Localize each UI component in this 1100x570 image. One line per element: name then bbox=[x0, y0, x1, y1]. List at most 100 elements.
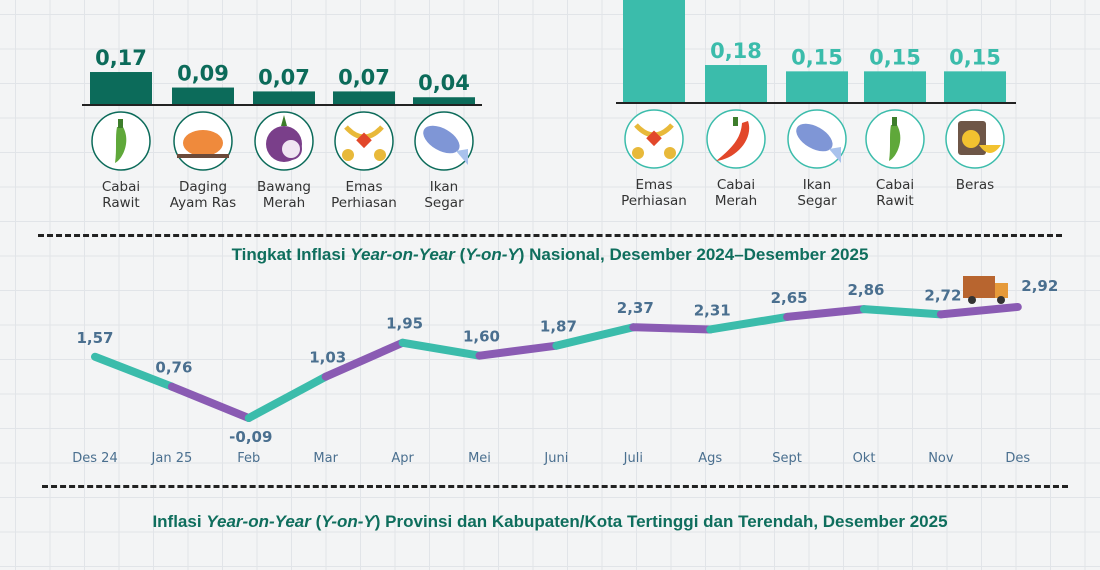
x-tick-label: Nov bbox=[928, 451, 954, 466]
title-part: Year-on-Year bbox=[350, 245, 455, 264]
shallot-icon bbox=[254, 111, 314, 171]
category-label: Merah bbox=[715, 193, 757, 209]
green-chili-icon bbox=[91, 111, 151, 171]
chicken-body bbox=[183, 130, 223, 156]
rice-label bbox=[962, 130, 980, 148]
category-label: Perhiasan bbox=[621, 193, 687, 209]
fish-icon bbox=[787, 109, 847, 169]
truck-box bbox=[963, 276, 995, 298]
line-segment bbox=[398, 338, 484, 360]
category-label: Ikan bbox=[803, 177, 831, 193]
x-tick-label: Feb bbox=[237, 451, 260, 466]
chili-shape bbox=[115, 127, 127, 163]
category-label: Daging bbox=[179, 179, 227, 195]
category-label: Emas bbox=[346, 179, 383, 195]
x-tick-label: Mar bbox=[313, 451, 338, 466]
line-segment bbox=[552, 323, 638, 350]
category-label: Cabai bbox=[876, 177, 914, 193]
bar bbox=[623, 0, 685, 103]
category-label: Beras bbox=[956, 177, 994, 193]
bar bbox=[90, 72, 152, 105]
bar bbox=[172, 87, 234, 105]
x-tick-label: Des 24 bbox=[72, 451, 117, 466]
chili-stem bbox=[892, 117, 897, 126]
category-label: Perhiasan bbox=[331, 195, 397, 211]
category-label: Emas bbox=[636, 177, 673, 193]
bar bbox=[253, 91, 315, 105]
rice-icon bbox=[945, 109, 1005, 169]
category-label: Cabai bbox=[102, 179, 140, 195]
x-tick-label: Juni bbox=[543, 451, 568, 466]
gold-jewelry-icon bbox=[334, 111, 394, 171]
gold-jewelry-icon bbox=[624, 109, 684, 169]
bar bbox=[864, 71, 926, 103]
title-part: ( bbox=[454, 245, 466, 264]
bar-value-label: 0,15 bbox=[791, 45, 843, 69]
x-tick-label: Juli bbox=[623, 451, 643, 466]
pendant bbox=[646, 130, 662, 147]
fish-body bbox=[423, 125, 460, 154]
bar-value-label: 0,15 bbox=[869, 45, 921, 69]
category-label: Segar bbox=[424, 195, 464, 211]
line-segment bbox=[321, 338, 407, 381]
x-tick-label: Sept bbox=[772, 451, 802, 466]
title-part: Tingkat Inflasi bbox=[231, 245, 351, 264]
x-tick-label: Okt bbox=[853, 451, 876, 466]
fish-tail bbox=[456, 149, 468, 165]
truck-wheel bbox=[968, 296, 976, 304]
truck-wheel bbox=[997, 296, 1005, 304]
fish-icon bbox=[414, 111, 474, 171]
title-part: Year-on-Year bbox=[206, 512, 311, 531]
earring bbox=[664, 147, 676, 159]
line-segment bbox=[783, 305, 868, 321]
category-label: Segar bbox=[797, 193, 837, 209]
line-segment bbox=[91, 352, 176, 391]
data-label: 1,87 bbox=[540, 318, 577, 336]
bar bbox=[786, 71, 848, 103]
chili-shape bbox=[889, 125, 901, 161]
category-label: Merah bbox=[263, 195, 305, 211]
data-label: 2,92 bbox=[1021, 277, 1058, 295]
x-tick-label: Apr bbox=[391, 451, 414, 466]
chili-stem bbox=[733, 117, 738, 126]
data-label: 2,86 bbox=[847, 281, 884, 299]
title-part: Y-on-Y bbox=[321, 512, 375, 531]
data-label: 2,31 bbox=[694, 301, 731, 319]
chili-shape bbox=[716, 121, 750, 161]
category-label: Bawang bbox=[257, 179, 311, 195]
onion-leaf bbox=[281, 115, 287, 126]
line-segment bbox=[936, 302, 1022, 319]
fish-body bbox=[796, 123, 833, 152]
chili-stem bbox=[118, 119, 123, 128]
category-label: Cabai bbox=[717, 177, 755, 193]
red-chili-icon bbox=[706, 109, 766, 169]
data-label: 1,95 bbox=[386, 315, 423, 333]
data-label: 1,03 bbox=[309, 349, 346, 367]
rice-bowl bbox=[979, 145, 1001, 153]
divider bbox=[38, 234, 1062, 237]
pendant bbox=[356, 132, 372, 149]
truck-cab bbox=[995, 283, 1008, 298]
line-segment bbox=[244, 372, 330, 423]
line-segment bbox=[167, 382, 253, 423]
data-label: 2,72 bbox=[924, 286, 961, 304]
bottom-section-title: Inflasi Year-on-Year (Y-on-Y) Provinsi d… bbox=[0, 512, 1100, 532]
data-label: 1,60 bbox=[463, 328, 500, 346]
title-part: ) Nasional, Desember 2024–Desember 2025 bbox=[518, 245, 869, 264]
delivery-truck-icon bbox=[963, 276, 1008, 304]
line-segment bbox=[860, 305, 945, 319]
bar bbox=[413, 97, 475, 105]
title-part: Inflasi bbox=[152, 512, 207, 531]
data-label: 2,37 bbox=[617, 299, 654, 317]
bar-value-label: 0,09 bbox=[177, 62, 229, 86]
bar-value-label: 0,04 bbox=[418, 71, 470, 95]
green-chili-icon bbox=[865, 109, 925, 169]
data-label: -0,09 bbox=[229, 428, 272, 446]
x-tick-label: Mei bbox=[468, 451, 491, 466]
data-label: 0,76 bbox=[155, 359, 192, 377]
title-part: Y-on-Y bbox=[465, 245, 519, 264]
bar bbox=[705, 65, 767, 103]
bar bbox=[944, 71, 1006, 103]
bar-value-label: 0,07 bbox=[338, 65, 390, 89]
